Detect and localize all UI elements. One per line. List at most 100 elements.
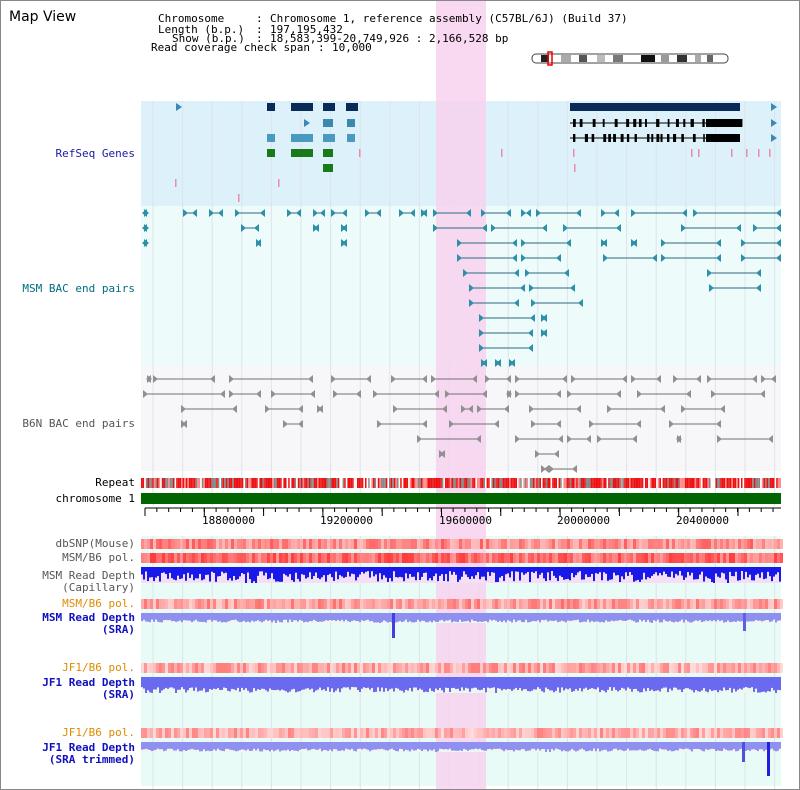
heat-cell [345,539,348,549]
heat-cell [498,553,501,563]
depth-bar [181,613,183,623]
depth-bar [443,567,445,581]
heat-cell [165,728,168,738]
depth-bar [365,613,367,621]
depth-bar [619,567,621,582]
heat-cell [471,599,474,609]
heat-cell [186,553,189,563]
depth-bar [231,567,233,581]
repeat-mark [289,478,292,488]
heat-cell [720,553,723,563]
heat-cell [342,663,345,673]
repeat-mark [486,478,489,488]
heat-cell [738,599,741,609]
bac-end [181,405,186,413]
heat-cell [270,663,273,673]
bac-end [563,224,568,232]
depth-bar [293,567,295,582]
bac-end [342,239,347,247]
bac-end [562,375,567,383]
bac-end [469,299,474,307]
repeat-mark [424,478,426,488]
depth-bar [181,677,183,688]
depth-bar [243,742,245,750]
heat-cell [651,728,654,738]
heat-cell [288,553,291,563]
depth-bar [623,567,625,580]
depth-bar [179,677,181,690]
heat-cell [753,599,756,609]
heat-cell [723,663,726,673]
depth-bar [153,677,155,690]
depth-bar [615,742,617,749]
depth-spike [743,613,746,631]
bac-end [571,375,576,383]
bac-end [681,405,686,413]
depth-bar [457,613,459,623]
heat-cell [273,728,276,738]
heat-cell [780,663,783,673]
heat-cell [336,728,339,738]
depth-bar [777,742,779,751]
depth-bar [451,613,453,623]
heat-cell [249,539,252,549]
track-label-msm-bac[interactable]: MSM BAC end pairs [22,282,135,295]
depth-bar [715,677,717,691]
depth-bar [377,742,379,750]
heat-cell [390,539,393,549]
depth-bar [685,677,687,689]
depth-bar [205,567,207,575]
heat-cell [585,553,588,563]
heat-cell [423,663,426,673]
repeat-mark [595,478,597,488]
heat-cell [180,599,183,609]
depth-bar [167,677,169,689]
heat-cell [486,663,489,673]
repeat-mark [702,478,705,488]
depth-bar [187,613,189,621]
heat-cell [312,663,315,673]
track-label-b6n-bac[interactable]: B6N BAC end pairs [22,417,135,430]
heat-cell [621,599,624,609]
track-label-refseq-genes[interactable]: RefSeq Genes [55,147,135,160]
depth-bar [437,677,439,691]
heat-cell [576,553,579,563]
depth-bar [585,677,587,688]
heat-cell [543,663,546,673]
repeat-mark [542,478,545,488]
heat-cell [168,663,171,673]
depth-bar [207,567,209,575]
depth-bar [473,677,475,688]
bac-end [209,209,214,217]
depth-bar [147,677,149,691]
heat-cell [672,728,675,738]
repeat-mark [416,478,418,488]
heat-cell [204,539,207,549]
depth-bar [625,613,627,621]
heat-cell [297,553,300,563]
depth-bar [521,677,523,691]
heat-cell [162,663,165,673]
depth-bar [493,567,495,573]
bac-end [331,209,336,217]
bac-end [468,405,473,413]
depth-bar [245,567,247,583]
depth-bar [483,567,485,577]
heat-cell [756,553,759,563]
depth-bar [459,567,461,580]
depth-bar [501,613,503,623]
heat-cell [291,728,294,738]
bac-end [491,224,496,232]
heat-cell [285,599,288,609]
heat-cell [621,539,624,549]
depth-bar [379,677,381,692]
depth-bar [387,613,389,623]
repeat-mark [278,478,281,488]
heat-cell [189,553,192,563]
heat-cell [177,663,180,673]
depth-bar [439,742,441,749]
heat-cell [552,728,555,738]
depth-bar [497,567,499,582]
depth-bar [461,613,463,622]
